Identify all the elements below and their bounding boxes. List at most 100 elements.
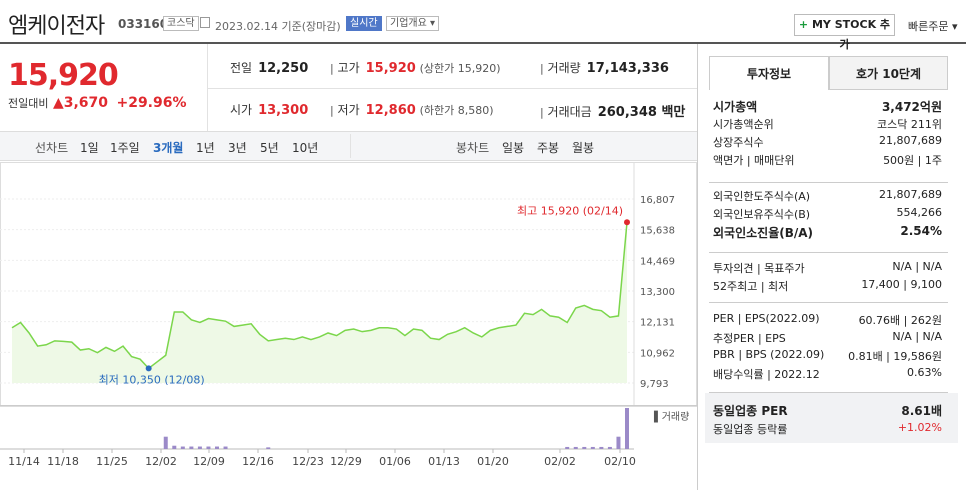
x-tick-label: 02/02: [544, 455, 576, 468]
my-stock-button[interactable]: + MY STOCK 추가: [794, 14, 895, 51]
high-label: 최고 15,920 (02/14): [517, 204, 623, 217]
industry-value: +1.02%: [897, 421, 942, 434]
y-tick-label: 14,469: [640, 256, 675, 267]
volume-bar: [223, 446, 228, 449]
volume-label: 거래량: [547, 61, 581, 75]
info-value: 21,807,689: [879, 134, 942, 147]
info-label: 추정PER | EPS: [713, 332, 786, 345]
info-value: 0.63%: [907, 366, 942, 379]
high-value: 15,920: [365, 61, 416, 76]
my-stock-label: MY STOCK 추가: [811, 18, 891, 51]
divider: [709, 182, 948, 183]
price-line: [11, 222, 628, 370]
low-label: 저가: [337, 103, 360, 117]
volume-bar: [189, 446, 194, 449]
volume-bar: [582, 446, 587, 449]
open-label: 시가: [230, 103, 253, 117]
volume-bar: [206, 446, 211, 449]
amount-label: 거래대금: [547, 105, 592, 119]
high-marker: [624, 219, 630, 226]
info-value: 17,400 | 9,100: [861, 278, 942, 291]
y-tick-label: 13,300: [640, 287, 675, 298]
divider: [207, 44, 208, 131]
info-label: PER | EPS(2022.09): [713, 312, 820, 325]
info-value: 코스닥 211위: [877, 118, 942, 131]
tab-1w[interactable]: 1주일: [110, 141, 140, 155]
info-value: N/A | N/A: [892, 330, 942, 343]
info-value: 0.81배 | 19,586원: [848, 350, 942, 363]
prev-close-label: 전일: [230, 61, 253, 75]
volume-bar: [590, 446, 595, 449]
divider: [709, 252, 948, 253]
plus-icon: +: [798, 18, 809, 31]
industry-value: 8.61배: [901, 404, 942, 418]
price-area: [12, 222, 627, 383]
prev-close: 전일 12,250: [230, 59, 308, 76]
tab-10y[interactable]: 10년: [292, 141, 319, 155]
volume-bar: [607, 446, 612, 449]
volume: | 거래량 17,143,336: [540, 61, 669, 76]
tab-invest-info[interactable]: 투자정보: [709, 56, 829, 90]
tab-weekly[interactable]: 주봉: [537, 141, 560, 155]
info-value: 3,472억원: [881, 100, 942, 114]
chevron-down-icon: ▾: [430, 18, 436, 29]
tab-3y[interactable]: 3년: [228, 141, 247, 155]
stock-header: 엠케이전자 033160 코스닥 2023.02.14 기준(장마감) 실시간 …: [0, 0, 966, 51]
chevron-down-icon: ▾: [951, 20, 958, 33]
prev-close-value: 12,250: [258, 61, 309, 76]
live-badge[interactable]: 실시간: [346, 16, 382, 31]
upper-limit: (상한가 15,920): [419, 62, 501, 75]
info-label: 시가총액순위: [713, 118, 774, 131]
company-overview-dropdown[interactable]: 기업개요 ▾: [386, 16, 440, 31]
tab-monthly[interactable]: 월봉: [572, 141, 595, 155]
info-value: 2.54%: [900, 224, 942, 238]
amount-value: 260,348 백만: [597, 105, 686, 120]
tab-1d[interactable]: 1일: [80, 141, 99, 155]
x-tick-label: 02/10: [604, 455, 636, 468]
market-badge: 코스닥: [163, 16, 199, 31]
low-marker: [145, 365, 152, 372]
tab-5y[interactable]: 5년: [260, 141, 279, 155]
x-tick-label: 11/25: [96, 455, 128, 468]
low-label: 최저 10,350 (12/08): [99, 373, 205, 386]
divider: [207, 88, 697, 89]
volume-label: ▌거래량: [653, 410, 689, 423]
info-value: 60.76배 | 262원: [858, 314, 942, 327]
info-label: 52주최고 | 최저: [713, 280, 789, 293]
tab-3m[interactable]: 3개월: [153, 141, 184, 155]
divider: [709, 392, 948, 393]
stock-name: 엠케이전자: [8, 14, 105, 39]
low-value: 12,860: [365, 103, 416, 118]
x-tick-label: 12/16: [242, 455, 274, 468]
tab-1y[interactable]: 1년: [196, 141, 215, 155]
stock-code: 033160: [118, 17, 169, 31]
x-tick-label: 12/23: [292, 455, 324, 468]
volume-bar: [599, 446, 604, 449]
tab-orderbook[interactable]: 호가 10단계: [829, 56, 948, 90]
volume-bar: [565, 446, 570, 449]
tab-daily[interactable]: 일봉: [502, 141, 525, 155]
industry-label[interactable]: 동일업종 등락률: [713, 423, 788, 436]
current-price: 15,920: [8, 58, 119, 93]
low-price: | 저가 12,860 (하한가 8,580): [330, 103, 494, 118]
change-label: 전일대비: [8, 97, 49, 110]
x-tick-label: 01/20: [477, 455, 509, 468]
info-value: 554,266: [896, 206, 943, 219]
x-tick-label: 11/18: [47, 455, 79, 468]
divider: [350, 134, 351, 158]
high-price: | 고가 15,920 (상한가 15,920): [330, 61, 501, 76]
x-tick-label: 01/13: [428, 455, 460, 468]
company-overview-label: 기업개요: [390, 18, 427, 29]
price-chart[interactable]: 16,807 15,638 14,469 13,300 12,131 10,962 9,79…: [0, 162, 697, 490]
candle-chart-label: 봉차트: [456, 141, 490, 155]
industry-box: [705, 393, 958, 443]
date-text: 2023.02.14 기준(장마감): [215, 20, 341, 33]
quick-order-link[interactable]: 빠른주문 ▾: [908, 18, 958, 34]
line-chart-label: 선차트: [35, 141, 69, 155]
volume-bar: [197, 446, 202, 449]
info-label: 배당수익률 | 2022.12: [713, 368, 820, 381]
industry-label[interactable]: 동일업종 PER: [713, 404, 788, 418]
up-arrow-icon: ▲: [52, 95, 64, 111]
trade-amount: | 거래대금 260,348 백만: [540, 105, 686, 120]
info-value: 21,807,689: [879, 188, 942, 201]
